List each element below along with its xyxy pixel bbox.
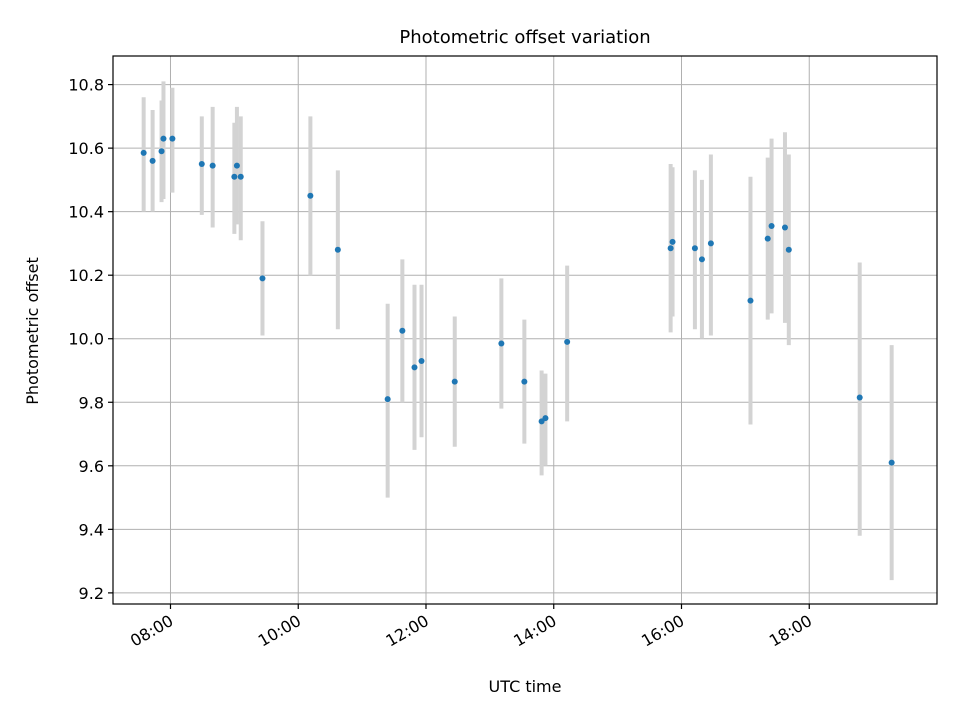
data-point <box>542 415 549 422</box>
y-tick-label: 9.2 <box>79 584 104 603</box>
data-point <box>209 162 216 169</box>
data-point <box>149 157 156 164</box>
data-point <box>233 162 240 169</box>
y-tick-label: 9.8 <box>79 393 104 412</box>
x-tick-label: 10:00 <box>255 611 304 651</box>
data-point <box>418 357 425 364</box>
data-point <box>231 173 238 180</box>
x-tick-label: 08:00 <box>127 611 176 651</box>
data-point <box>785 246 792 253</box>
data-point <box>781 224 788 231</box>
data-point <box>888 459 895 466</box>
data-point <box>498 340 505 347</box>
data-point <box>237 173 244 180</box>
data-point <box>158 148 165 155</box>
data-point <box>411 364 418 371</box>
data-point <box>856 394 863 401</box>
data-point <box>707 240 714 247</box>
y-tick-label: 10.6 <box>68 139 104 158</box>
data-point <box>521 378 528 385</box>
data-point <box>669 238 676 245</box>
data-point <box>667 245 674 252</box>
x-tick-label: 12:00 <box>383 611 432 651</box>
data-point <box>384 396 391 403</box>
x-axis-ticks: 08:00 10:00 12:00 14:00 16:00 18:00 <box>127 604 815 651</box>
plot-frame <box>112 55 938 605</box>
data-point <box>451 378 458 385</box>
data-point <box>334 246 341 253</box>
grid <box>113 56 937 604</box>
x-tick-label: 16:00 <box>638 611 687 651</box>
data-point <box>140 149 147 156</box>
y-tick-label: 9.4 <box>79 520 104 539</box>
data-point <box>307 192 314 199</box>
data-point <box>691 245 698 252</box>
x-axis-label: UTC time <box>489 677 562 696</box>
y-tick-label: 10.4 <box>68 203 104 222</box>
data-point <box>169 135 176 142</box>
y-tick-label: 9.6 <box>79 457 104 476</box>
data-point <box>198 161 205 168</box>
data-point <box>698 256 705 263</box>
data-point <box>399 327 406 334</box>
data-point <box>768 222 775 229</box>
data-point <box>747 297 754 304</box>
x-tick-label: 18:00 <box>766 611 815 651</box>
y-tick-label: 10.8 <box>68 76 104 95</box>
data-point <box>259 275 266 282</box>
chart-title: Photometric offset variation <box>399 27 650 48</box>
data-point <box>160 135 167 142</box>
y-axis-ticks: 9.2 9.4 9.6 9.8 10.0 10.2 10.4 10.6 10.8 <box>68 76 113 603</box>
data-point <box>764 235 771 242</box>
y-tick-label: 10.2 <box>68 266 104 285</box>
data-points <box>140 135 895 466</box>
x-tick-label: 14:00 <box>510 611 559 651</box>
data-point <box>564 338 571 345</box>
error-bars <box>141 81 894 581</box>
y-axis-label: Photometric offset <box>23 257 42 405</box>
y-tick-label: 10.0 <box>68 330 104 349</box>
